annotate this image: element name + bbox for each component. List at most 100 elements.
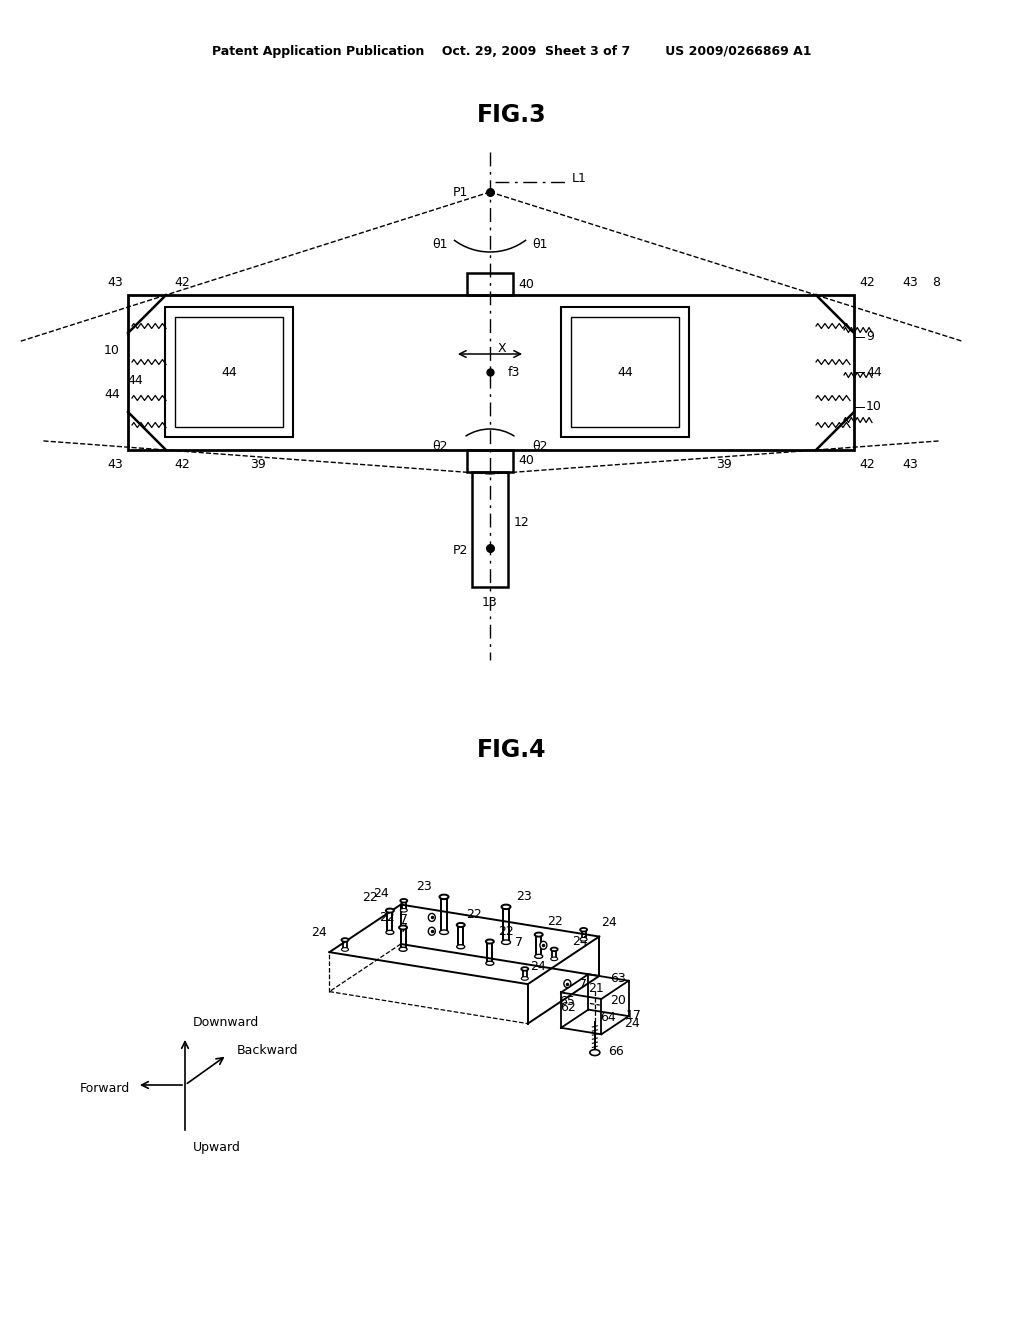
Ellipse shape: [581, 928, 587, 932]
Text: 7: 7: [515, 936, 523, 949]
Ellipse shape: [551, 957, 558, 961]
Text: 24: 24: [529, 960, 546, 973]
Text: 24: 24: [572, 936, 588, 948]
Text: 44: 44: [221, 366, 237, 379]
Text: 24: 24: [311, 925, 327, 939]
Text: 42: 42: [174, 276, 190, 289]
Text: 24: 24: [625, 1016, 640, 1030]
Text: 39: 39: [716, 458, 732, 470]
Text: Forward: Forward: [80, 1082, 130, 1096]
Text: Backward: Backward: [237, 1044, 299, 1056]
Ellipse shape: [485, 961, 494, 965]
Text: 42: 42: [859, 276, 874, 289]
Ellipse shape: [590, 1049, 600, 1056]
Ellipse shape: [439, 931, 449, 935]
Ellipse shape: [535, 932, 543, 937]
Text: 7: 7: [579, 978, 587, 991]
Bar: [467, 450, 513, 473]
Text: θ2: θ2: [432, 440, 449, 453]
Ellipse shape: [521, 968, 528, 970]
Text: FIG.4: FIG.4: [477, 738, 547, 762]
Text: 22: 22: [466, 908, 481, 921]
Text: θ2: θ2: [532, 440, 548, 453]
Text: 22: 22: [547, 915, 562, 928]
Ellipse shape: [457, 923, 465, 927]
Text: 64: 64: [600, 1011, 615, 1024]
Text: 43: 43: [108, 458, 123, 470]
Text: 13: 13: [482, 597, 498, 610]
Text: 9: 9: [866, 330, 873, 343]
Text: 22: 22: [498, 924, 514, 937]
Ellipse shape: [551, 948, 558, 952]
Ellipse shape: [457, 945, 465, 949]
Text: Upward: Upward: [193, 1140, 241, 1154]
Text: 43: 43: [902, 458, 918, 470]
Ellipse shape: [540, 941, 547, 949]
Text: 7: 7: [400, 913, 409, 925]
Bar: [467, 273, 513, 294]
Text: 8: 8: [932, 276, 940, 289]
Text: 10: 10: [866, 400, 882, 413]
Text: Downward: Downward: [193, 1016, 259, 1030]
Ellipse shape: [341, 939, 348, 941]
Text: X: X: [498, 342, 507, 355]
Text: 22: 22: [362, 891, 378, 904]
Ellipse shape: [400, 908, 408, 912]
Text: 20: 20: [610, 994, 626, 1007]
Text: Patent Application Publication    Oct. 29, 2009  Sheet 3 of 7        US 2009/026: Patent Application Publication Oct. 29, …: [212, 45, 812, 58]
Text: 63: 63: [610, 972, 626, 985]
Text: 23: 23: [417, 880, 432, 892]
Text: 39: 39: [250, 458, 266, 470]
Bar: [128, 294, 854, 450]
Text: 22: 22: [379, 911, 395, 924]
Text: 40: 40: [518, 277, 534, 290]
Ellipse shape: [386, 931, 394, 935]
Text: 23: 23: [516, 890, 531, 903]
Ellipse shape: [399, 925, 408, 929]
Text: FIG.3: FIG.3: [477, 103, 547, 127]
Text: 66: 66: [608, 1044, 624, 1057]
Bar: [472, 473, 508, 587]
Text: 7: 7: [400, 921, 409, 935]
Text: P1: P1: [453, 186, 468, 198]
Text: L1: L1: [572, 173, 587, 186]
Ellipse shape: [399, 948, 408, 952]
Text: 40: 40: [518, 454, 534, 467]
Text: 17: 17: [626, 1008, 642, 1022]
Text: θ1: θ1: [432, 238, 449, 251]
Text: 44: 44: [104, 388, 120, 400]
Ellipse shape: [535, 954, 543, 958]
Bar: [571, 317, 679, 426]
Bar: [165, 308, 293, 437]
Ellipse shape: [564, 979, 570, 987]
Text: 65: 65: [559, 995, 575, 1008]
Ellipse shape: [581, 937, 587, 941]
Text: 44: 44: [127, 374, 143, 387]
Ellipse shape: [502, 904, 511, 909]
Ellipse shape: [386, 908, 394, 912]
Ellipse shape: [428, 913, 435, 921]
Text: f3: f3: [508, 366, 520, 379]
Ellipse shape: [400, 899, 408, 903]
Text: θ1: θ1: [532, 238, 548, 251]
Text: 12: 12: [514, 516, 529, 528]
Bar: [175, 317, 283, 426]
Ellipse shape: [485, 940, 494, 944]
Bar: [561, 308, 689, 437]
Text: 42: 42: [174, 458, 190, 470]
Ellipse shape: [428, 927, 435, 936]
Text: 24: 24: [373, 887, 389, 900]
Ellipse shape: [521, 977, 528, 981]
Text: 44: 44: [617, 366, 633, 379]
Text: 43: 43: [902, 276, 918, 289]
Text: 44: 44: [866, 366, 882, 379]
Text: 43: 43: [108, 276, 123, 289]
Text: P2: P2: [453, 544, 468, 557]
Ellipse shape: [341, 948, 348, 952]
Text: 21: 21: [588, 982, 603, 995]
Text: 10: 10: [104, 343, 120, 356]
Ellipse shape: [502, 940, 511, 945]
Text: 62: 62: [560, 1002, 575, 1014]
Ellipse shape: [439, 895, 449, 899]
Text: 24: 24: [602, 916, 617, 929]
